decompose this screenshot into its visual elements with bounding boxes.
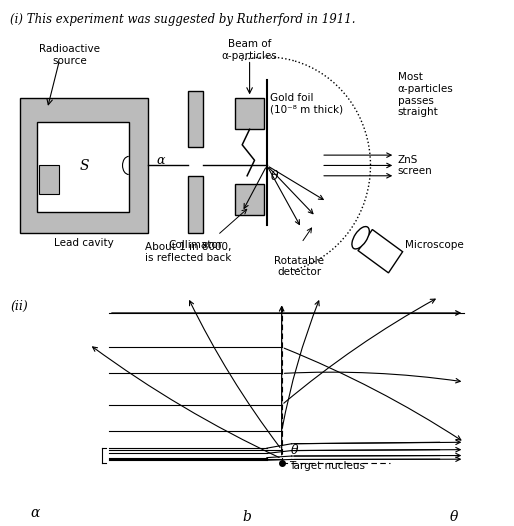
Text: θ: θ [450,510,458,523]
Bar [188,90,203,147]
Text: (i) This experiment was suggested by Rutherford in 1911.: (i) This experiment was suggested by Rut… [10,13,356,26]
Text: θ: θ [290,443,298,457]
Ellipse shape [352,227,370,249]
Bar [358,229,402,273]
Bar [235,98,264,129]
Bar [188,176,203,232]
Text: ZnS
screen: ZnS screen [398,155,432,176]
Text: Collimator: Collimator [168,240,223,250]
Bar [39,166,59,194]
Text: Rotatable
detector: Rotatable detector [274,256,324,277]
Text: b: b [243,510,251,523]
Text: α: α [157,154,165,167]
Text: Target nucleus: Target nucleus [289,460,365,471]
Bar [235,184,264,215]
Text: Radioactive
source: Radioactive source [39,44,100,66]
Bar [38,122,128,212]
Text: Microscope: Microscope [405,240,464,250]
Text: (ii): (ii) [10,300,28,313]
Text: θ: θ [271,169,278,183]
Text: α: α [30,506,40,520]
Text: Gold foil
(10⁻⁸ m thick): Gold foil (10⁻⁸ m thick) [270,93,343,115]
Text: About 1 in 8000,
is reflected back: About 1 in 8000, is reflected back [145,242,231,264]
Bar [20,98,149,232]
Text: Beam of
α-particles: Beam of α-particles [222,39,278,60]
Text: Most
α-particles
passes
straight: Most α-particles passes straight [398,73,453,117]
Text: Lead cavity: Lead cavity [54,238,114,248]
Text: S: S [80,159,89,174]
